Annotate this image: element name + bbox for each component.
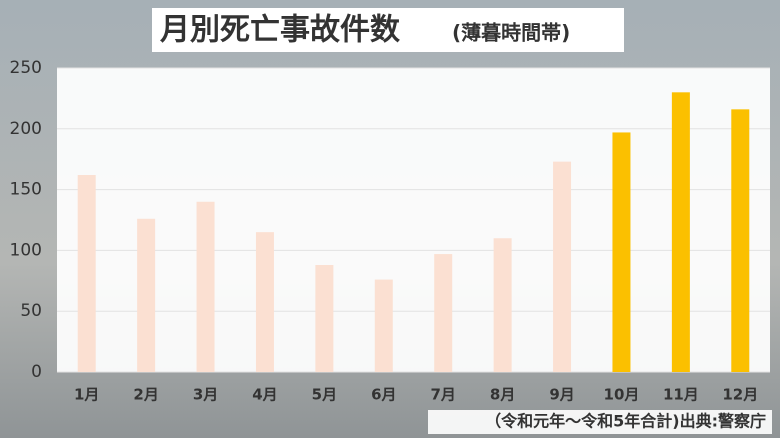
- x-tick-label: 4月: [252, 386, 277, 404]
- y-tick-label: 0: [31, 362, 42, 382]
- x-tick-label: 1月: [74, 386, 99, 404]
- chart-title: 月別死亡事故件数: [160, 13, 401, 48]
- y-tick-label: 100: [10, 240, 42, 260]
- bar: [255, 232, 274, 372]
- bar: [137, 218, 156, 372]
- bar: [374, 279, 393, 372]
- x-tick-label: 9月: [549, 386, 574, 404]
- bar: [315, 264, 334, 372]
- bar: [731, 109, 750, 373]
- y-tick-label: 50: [20, 301, 42, 321]
- bar: [553, 161, 572, 372]
- x-tick-label: 6月: [371, 386, 396, 404]
- bar: [434, 254, 453, 372]
- plot-area: [57, 68, 770, 372]
- y-tick-label: 250: [10, 58, 42, 78]
- bar: [196, 201, 215, 372]
- bar: [671, 92, 690, 372]
- bar: [77, 175, 96, 372]
- chart-subtitle: (薄暮時間帯): [452, 21, 570, 45]
- x-tick-label: 8月: [490, 386, 515, 404]
- bar: [612, 132, 631, 372]
- source: （令和元年～令和5年合計)出典:警察庁: [485, 412, 766, 431]
- bar: [493, 238, 512, 372]
- y-tick-label: 200: [10, 119, 42, 139]
- title-box: [152, 8, 624, 52]
- y-tick-label: 150: [10, 180, 42, 200]
- x-tick-label: 2月: [133, 386, 158, 404]
- x-tick-label: 5月: [312, 386, 337, 404]
- x-tick-label: 12月: [722, 386, 758, 404]
- x-tick-label: 10月: [604, 386, 640, 404]
- x-tick-label: 11月: [663, 386, 699, 404]
- source-box: [428, 410, 772, 434]
- x-tick-label: 3月: [193, 386, 218, 404]
- x-tick-label: 7月: [430, 386, 455, 404]
